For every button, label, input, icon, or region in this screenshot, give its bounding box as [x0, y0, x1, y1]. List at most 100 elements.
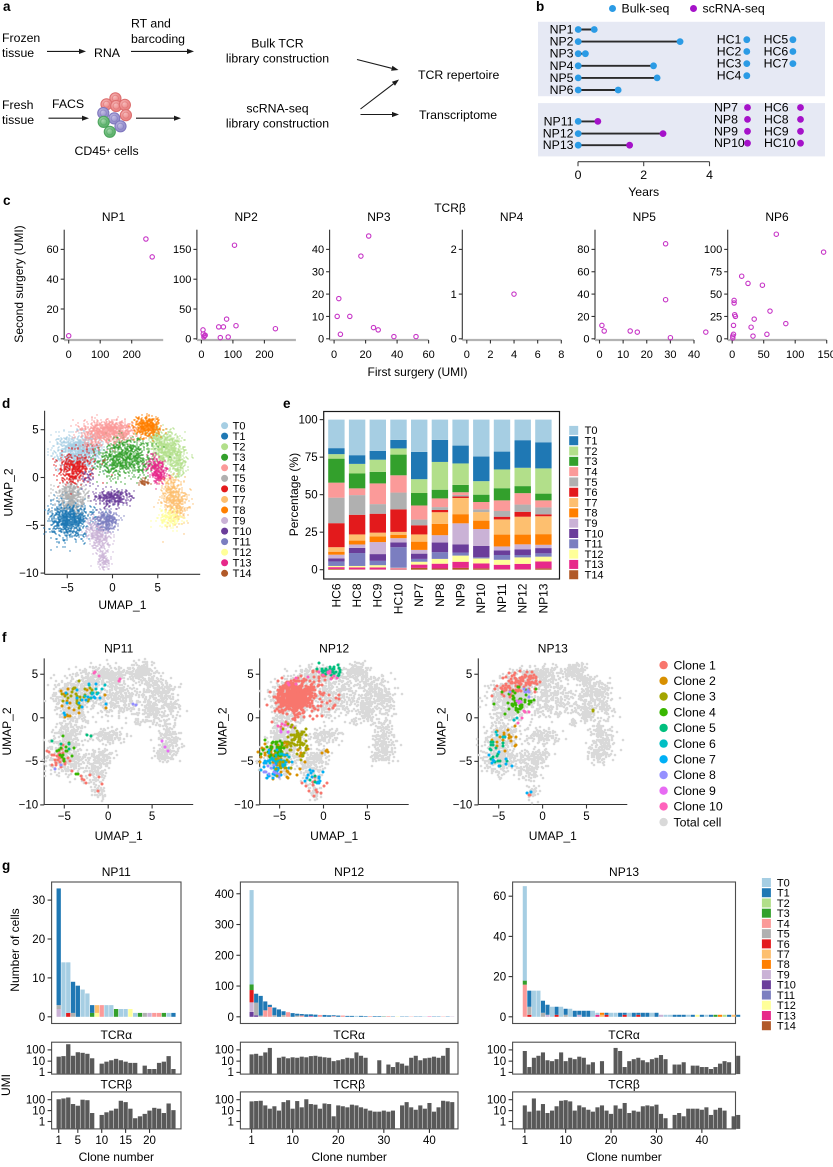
- svg-text:RNA: RNA: [94, 46, 121, 60]
- svg-text:NP13: NP13: [538, 642, 568, 656]
- svg-text:2: 2: [487, 349, 493, 361]
- svg-text:5: 5: [364, 811, 370, 823]
- svg-text:T0: T0: [233, 420, 246, 432]
- svg-text:Clone 1: Clone 1: [674, 658, 717, 672]
- svg-text:NP13: NP13: [609, 865, 639, 879]
- svg-text:25: 25: [305, 527, 318, 539]
- svg-text:T10: T10: [777, 980, 796, 992]
- svg-text:100: 100: [224, 349, 242, 361]
- svg-text:HC3: HC3: [717, 57, 742, 71]
- svg-text:10: 10: [32, 1056, 45, 1068]
- svg-text:NP12: NP12: [516, 583, 530, 613]
- svg-text:Clone 7: Clone 7: [674, 753, 717, 767]
- svg-text:4: 4: [706, 168, 713, 182]
- svg-text:T3: T3: [233, 452, 246, 464]
- svg-text:0: 0: [185, 334, 191, 346]
- svg-text:0: 0: [451, 334, 457, 346]
- svg-text:NP3: NP3: [367, 210, 391, 224]
- svg-text:NP12: NP12: [334, 865, 364, 879]
- svg-text:NP6: NP6: [765, 210, 789, 224]
- svg-text:HC6: HC6: [329, 583, 343, 607]
- svg-text:15: 15: [119, 1135, 132, 1147]
- svg-text:T11: T11: [233, 536, 251, 548]
- svg-text:NP10: NP10: [714, 136, 745, 150]
- svg-text:NP12: NP12: [543, 127, 574, 141]
- svg-text:60: 60: [577, 267, 589, 279]
- svg-text:0: 0: [539, 811, 545, 823]
- svg-text:100: 100: [26, 1045, 45, 1057]
- svg-text:tissue: tissue: [2, 46, 34, 60]
- svg-text:0: 0: [583, 334, 589, 346]
- svg-text:0: 0: [66, 349, 72, 361]
- svg-text:Percentage (%): Percentage (%): [287, 453, 301, 536]
- svg-text:NP8: NP8: [714, 112, 738, 126]
- svg-text:NP2: NP2: [550, 35, 574, 49]
- svg-text:TCRα: TCRα: [100, 1028, 132, 1042]
- svg-text:tissue: tissue: [2, 113, 34, 127]
- svg-text:100: 100: [487, 1095, 506, 1107]
- svg-text:T3: T3: [777, 908, 790, 920]
- svg-text:1: 1: [39, 1067, 45, 1079]
- svg-text:200: 200: [255, 349, 273, 361]
- svg-text:−5: −5: [241, 756, 254, 768]
- svg-text:75: 75: [305, 452, 318, 464]
- svg-text:NP4: NP4: [550, 59, 574, 73]
- svg-text:HC7: HC7: [764, 57, 789, 71]
- svg-text:UMI: UMI: [0, 1074, 13, 1096]
- svg-text:T5: T5: [777, 929, 790, 941]
- svg-text:HC1: HC1: [717, 33, 742, 47]
- svg-text:T11: T11: [777, 990, 795, 1002]
- svg-text:10: 10: [617, 349, 629, 361]
- svg-text:HC9: HC9: [764, 124, 789, 138]
- svg-text:NP3: NP3: [550, 47, 574, 61]
- svg-text:80: 80: [577, 244, 589, 256]
- svg-text:Clone 9: Clone 9: [674, 784, 717, 798]
- svg-text:100: 100: [26, 1095, 45, 1107]
- svg-text:−10: −10: [234, 800, 254, 812]
- svg-text:5: 5: [247, 669, 253, 681]
- svg-text:TCRβ: TCRβ: [333, 1078, 365, 1092]
- svg-text:NP7: NP7: [714, 101, 738, 115]
- svg-text:50: 50: [758, 349, 770, 361]
- svg-text:UMAP_2: UMAP_2: [0, 707, 14, 755]
- svg-text:NP11: NP11: [102, 865, 131, 879]
- svg-text:50: 50: [710, 289, 722, 301]
- svg-text:Bulk-seq: Bulk-seq: [622, 2, 670, 16]
- svg-text:TCRα: TCRα: [608, 1028, 640, 1042]
- svg-text:Clone 8: Clone 8: [674, 768, 717, 782]
- svg-text:NP8: NP8: [433, 583, 447, 607]
- svg-text:1: 1: [39, 1116, 45, 1128]
- svg-text:5: 5: [155, 583, 161, 595]
- svg-text:Clone number: Clone number: [79, 1150, 154, 1164]
- svg-text:T8: T8: [233, 505, 246, 517]
- svg-text:NP13: NP13: [536, 583, 550, 613]
- svg-text:HC10: HC10: [391, 583, 405, 614]
- svg-text:4: 4: [511, 349, 517, 361]
- svg-text:−5: −5: [61, 583, 74, 595]
- svg-text:T2: T2: [777, 898, 790, 910]
- svg-text:0: 0: [311, 565, 317, 577]
- svg-text:40: 40: [695, 1135, 708, 1147]
- svg-text:T1: T1: [585, 436, 598, 448]
- svg-text:0: 0: [596, 349, 602, 361]
- svg-text:T7: T7: [777, 949, 790, 961]
- svg-text:HC9: HC9: [371, 583, 385, 607]
- svg-text:20: 20: [143, 1135, 156, 1147]
- svg-text:UMAP_1: UMAP_1: [310, 829, 358, 843]
- svg-text:−5: −5: [25, 756, 38, 768]
- svg-text:NP13: NP13: [543, 138, 574, 152]
- svg-text:Clone number: Clone number: [586, 1150, 661, 1164]
- svg-text:60: 60: [46, 244, 58, 256]
- svg-text:10: 10: [312, 311, 324, 323]
- svg-text:2: 2: [451, 244, 457, 256]
- svg-text:TCRβ: TCRβ: [101, 1078, 133, 1092]
- svg-text:40: 40: [391, 349, 403, 361]
- svg-text:30: 30: [650, 1135, 663, 1147]
- svg-text:T7: T7: [585, 497, 598, 509]
- svg-text:T5: T5: [585, 477, 598, 489]
- svg-text:6: 6: [535, 349, 541, 361]
- svg-text:First surgery (UMI): First surgery (UMI): [368, 365, 468, 379]
- svg-text:1: 1: [248, 1135, 254, 1147]
- svg-text:20: 20: [641, 349, 653, 361]
- svg-text:−10: −10: [19, 568, 39, 580]
